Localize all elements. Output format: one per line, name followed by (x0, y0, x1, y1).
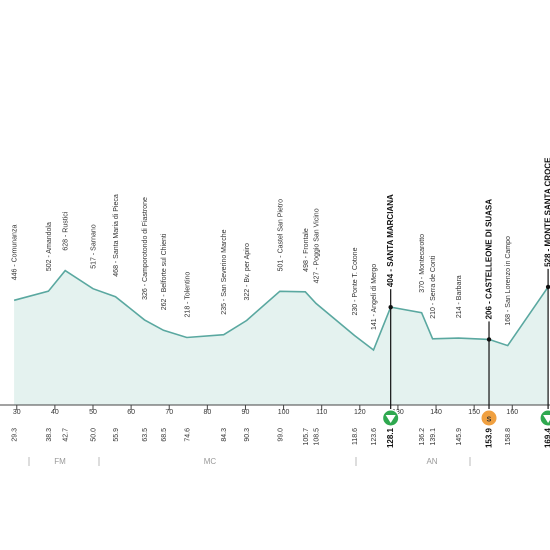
waypoint-label: 235 - San Severino Marche (221, 229, 228, 314)
sprint-icon (480, 409, 498, 427)
plot: 30 40 50 60 70 80 90 100 110 120 130 140 150 160 29.3 4… (0, 157, 550, 448)
waypoint-km: 50.0 (91, 428, 98, 442)
waypoint-km: 108.5 (313, 428, 320, 446)
profile-line (13, 269, 549, 352)
climb-triangle (543, 415, 550, 423)
x-tick-label: 150 (468, 409, 480, 416)
waypoint-km: 139.1 (430, 428, 437, 446)
waypoint-label: 502 - Amandola (46, 222, 53, 271)
waypoint-km: 38.3 (46, 428, 53, 442)
waypoint-label: 427 - Poggio San Vicino (313, 208, 320, 283)
waypoint-label: 528 - MONTE SANTA CROCE (544, 157, 550, 267)
waypoint-km: 74.6 (184, 428, 191, 442)
waypoint-label: 262 - Belforte sul Chienti (161, 233, 168, 310)
waypoint-km: 55.9 (113, 428, 120, 442)
waypoint-label: 218 - Tolentino (184, 272, 191, 318)
waypoint-label: 628 - Rustici (63, 211, 70, 250)
waypoint-label: 404 - SANTA MARCIANA (386, 194, 395, 287)
waypoint-km: 105.7 (303, 428, 310, 446)
waypoint-dot (486, 337, 492, 342)
waypoint-km: 68.5 (161, 428, 168, 442)
x-tick-label: 60 (127, 409, 135, 416)
waypoint-km: 63.5 (142, 428, 149, 442)
waypoint-label: 322 - Bv. per Apiro (244, 243, 251, 301)
x-tick-label: 80 (203, 409, 211, 416)
x-tick-label: 110 (316, 409, 327, 416)
waypoint-label: 230 - Ponte T. Cotone (352, 247, 359, 315)
x-tick-label: 160 (506, 409, 518, 416)
waypoint-km: 128.1 (386, 427, 395, 448)
x-tick-label: 30 (13, 409, 21, 416)
waypoint-label: 214 - Barbara (456, 275, 463, 318)
waypoint-label: 210 - Serra de Conti (430, 255, 437, 318)
waypoint-label: 326 - Camporotondo di Fiastrone (142, 197, 149, 300)
sprint-symbol: S (487, 417, 492, 424)
x-tick-label: 100 (278, 409, 290, 416)
waypoint-km: 158.8 (505, 428, 512, 446)
waypoint-km: 123.6 (371, 428, 378, 446)
x-tick-label: 140 (430, 409, 442, 416)
waypoint-label: 501 - Castel San Pietro (277, 199, 284, 271)
waypoint-km: 90.3 (244, 428, 251, 442)
waypoint-km: 84.3 (221, 428, 228, 442)
waypoint-dot (545, 284, 550, 290)
x-tick-label: 50 (89, 409, 97, 416)
waypoint-km: 136.2 (419, 428, 426, 446)
waypoint-km: 99.0 (277, 428, 284, 442)
profile-area (14, 270, 549, 405)
zone-label: AN (426, 457, 437, 466)
waypoint-km: 42.7 (63, 428, 70, 442)
waypoint-label: 370 - Montecarotto (419, 234, 426, 293)
waypoint-label: 446 - Comunanza (12, 225, 19, 281)
waypoint-km: 29.3 (12, 428, 19, 442)
waypoint-km: 169.4 (544, 427, 550, 448)
waypoint-dot (388, 304, 393, 310)
x-tick-label: 90 (242, 409, 250, 416)
waypoint-km: 118.6 (352, 428, 359, 445)
zone-label: FM (54, 457, 66, 466)
x-tick-label: 130 (392, 409, 404, 416)
waypoint-km: 153.9 (485, 427, 494, 448)
waypoint-label: 141 - Angeli di Mergo (371, 264, 378, 330)
waypoint-km: 145.9 (456, 428, 463, 446)
climb-triangle (385, 415, 396, 423)
x-tick-label: 120 (354, 409, 366, 416)
zone-label: MC (204, 457, 217, 466)
waypoint-label: 517 - Sarnano (91, 224, 98, 268)
x-tick-label: 40 (51, 409, 59, 416)
waypoint-label: 498 - Frontale (303, 228, 310, 272)
x-tick-label: 70 (165, 409, 173, 416)
waypoint-label: 468 - Santa Maria di Pieca (113, 194, 120, 277)
waypoint-label: 168 - San Lorenzo in Campo (505, 236, 512, 326)
waypoint-label: 206 - CASTELLEONE DI SUASA (485, 199, 494, 320)
